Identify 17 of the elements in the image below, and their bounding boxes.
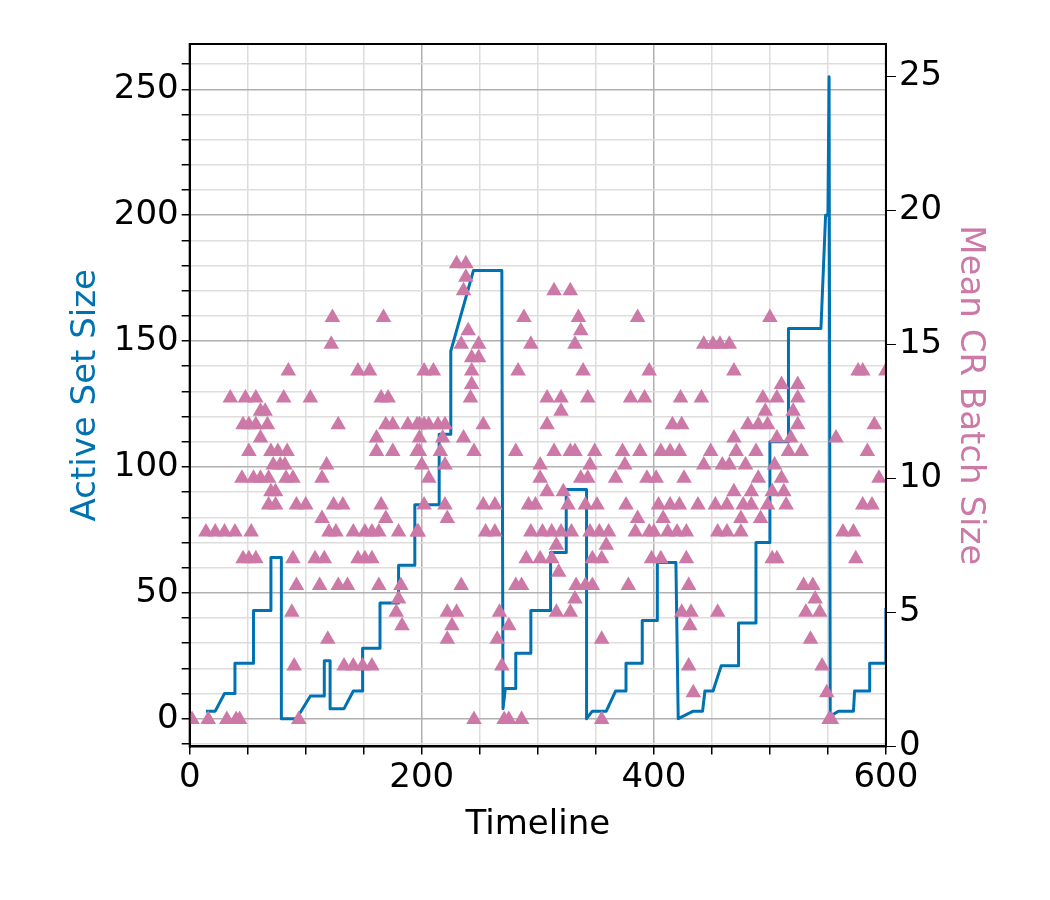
x-tick-label: 200 [389, 754, 455, 795]
y2-tick-label: 15 [898, 321, 943, 362]
y2-tick-label: 10 [898, 455, 943, 496]
x-tick-label: 600 [853, 754, 919, 795]
y2-tick-label: 5 [898, 589, 921, 630]
y2-tick-label: 25 [898, 53, 943, 93]
x-axis-title: Timeline [464, 802, 611, 843]
y-tick-label: 0 [157, 695, 179, 736]
y-tick-label: 250 [113, 66, 179, 107]
x-tick-label: 400 [621, 754, 687, 795]
y-axis-title: Active Set Size [63, 268, 104, 522]
y-tick-label: 50 [135, 569, 179, 610]
y-tick-label: 150 [113, 317, 179, 358]
y-tick-label: 200 [113, 192, 179, 233]
y-tick-label: 100 [113, 443, 179, 484]
y2-axis-title: Mean CR Batch Size [952, 225, 993, 566]
y2-tick-label: 20 [898, 187, 943, 228]
